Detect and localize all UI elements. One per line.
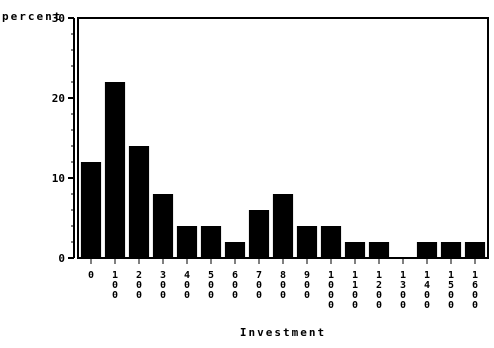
bar <box>416 242 438 258</box>
bar <box>128 146 150 258</box>
bar <box>176 226 198 258</box>
bar <box>152 194 174 258</box>
y-axis-title: percent <box>2 10 62 23</box>
bar <box>440 242 462 258</box>
bar <box>272 194 294 258</box>
bar <box>104 82 126 258</box>
bar <box>368 242 390 258</box>
bar <box>224 242 246 258</box>
bar <box>248 210 270 258</box>
x-tick-label: 0 <box>88 270 94 281</box>
bar <box>320 226 342 258</box>
y-tick-label: 30 <box>52 12 65 25</box>
x-tick-labels: 0 1 0 0 2 0 0 3 0 0 4 0 0 5 0 0 6 0 0 7 0 0 8 0 0 9 0 0 1 0 0 0 1 1 0 0 1 2 0 0… <box>88 259 478 311</box>
x-axis-title: Investment <box>240 326 326 339</box>
bar <box>80 162 102 258</box>
bars <box>80 82 486 259</box>
y-tick-label: 10 <box>52 172 65 185</box>
bar <box>200 226 222 258</box>
bar <box>464 242 486 258</box>
y-tick-label: 20 <box>52 92 65 105</box>
bar <box>344 242 366 258</box>
y-tick-label: 0 <box>58 252 65 265</box>
y-axis-ticks: 0 10 20 30 <box>52 12 74 265</box>
bar <box>296 226 318 258</box>
